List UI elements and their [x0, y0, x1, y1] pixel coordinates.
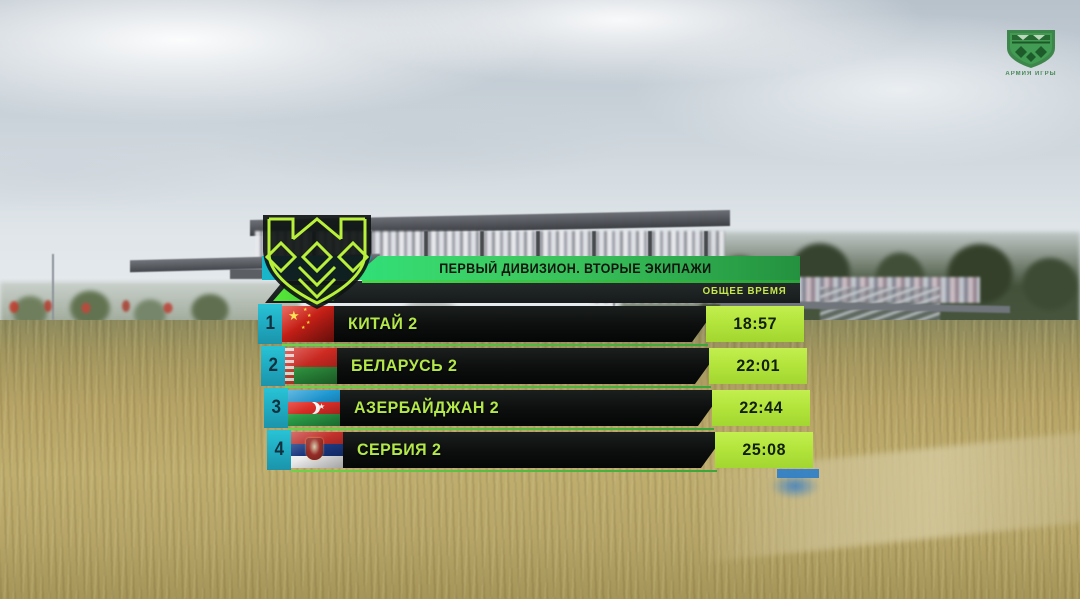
flag-star-small: ★ — [307, 314, 311, 319]
rank-value: 3 — [271, 397, 281, 418]
rank-cell: 4 — [267, 430, 291, 470]
time-value: 18:57 — [733, 314, 777, 333]
header-top-rule — [362, 280, 800, 283]
team-name-cell: КИТАЙ 2 — [334, 306, 718, 342]
column-header-bar: ОБЩЕЕ ВРЕМЯ — [265, 281, 800, 303]
rank-cell: 1 — [258, 304, 282, 344]
team-name: КИТАЙ 2 — [348, 314, 418, 333]
flag-belarus — [285, 348, 337, 384]
row-underline — [291, 470, 717, 472]
team-name: АЗЕРБАЙДЖАН 2 — [354, 398, 500, 417]
flag-star-small: ★ — [306, 321, 310, 326]
light-pole — [52, 254, 54, 320]
spectator-flags — [0, 296, 230, 318]
rank-cell: 3 — [264, 388, 288, 428]
row-underline — [288, 428, 714, 430]
scoreboard-title: ПЕРВЫЙ ДИВИЗИОН. ВТОРЫЕ ЭКИПАЖИ — [438, 260, 712, 276]
flag-serbia — [291, 432, 343, 468]
flag-glare — [288, 390, 340, 426]
scoreboard-title-bar: ПЕРВЫЙ ДИВИЗИОН. ВТОРЫЕ ЭКИПАЖИ — [350, 256, 800, 280]
time-value: 22:01 — [736, 356, 780, 375]
column-header-total-time: ОБЩЕЕ ВРЕМЯ — [702, 285, 787, 297]
tank-biathlon-emblem — [263, 215, 371, 309]
flag-azerbaijan: ★ — [288, 390, 340, 426]
time-value: 22:44 — [739, 398, 783, 417]
flag-china: ★ ★ ★ ★ ★ — [282, 306, 334, 342]
rank-value: 4 — [274, 439, 284, 460]
armygames-shield-icon — [1007, 30, 1055, 68]
flag-star-small: ★ — [303, 308, 307, 313]
flag-star-small: ★ — [301, 326, 305, 331]
rank-cell: 2 — [261, 346, 285, 386]
flag-glare — [282, 306, 334, 342]
team-name: БЕЛАРУСЬ 2 — [351, 356, 458, 375]
time-value: 25:08 — [742, 440, 786, 459]
flag-star-small: ★ — [318, 403, 325, 411]
team-name-cell: СЕРБИЯ 2 — [343, 432, 727, 468]
time-cell: 22:44 — [712, 390, 810, 426]
flag-star-large: ★ — [288, 309, 300, 322]
blue-accent-bar — [777, 469, 819, 478]
time-cell: 25:08 — [715, 432, 813, 468]
flag-ornament — [285, 348, 294, 384]
row-underline — [285, 386, 711, 388]
rank-value: 1 — [265, 313, 275, 334]
row-underline — [282, 344, 708, 346]
flag-glare — [285, 348, 337, 384]
table-row[interactable]: 2 БЕЛАРУСЬ 2 22:01 — [261, 346, 807, 388]
channel-logo: АРМИЯ ИГРЫ — [994, 26, 1068, 82]
time-cell: 18:57 — [706, 306, 804, 342]
scoreboard: ПЕРВЫЙ ДИВИЗИОН. ВТОРЫЕ ЭКИПАЖИ ОБЩЕЕ ВР… — [240, 205, 840, 478]
channel-logo-caption: АРМИЯ ИГРЫ — [1005, 71, 1057, 77]
table-row[interactable]: 4 СЕРБИЯ 2 25:08 — [267, 430, 819, 478]
time-cell: 22:01 — [709, 348, 807, 384]
flag-crest — [306, 438, 323, 460]
table-row[interactable]: 1 ★ ★ ★ ★ ★ КИТАЙ 2 18:57 — [258, 304, 804, 346]
team-name-cell: БЕЛАРУСЬ 2 — [337, 348, 721, 384]
team-name: СЕРБИЯ 2 — [357, 440, 442, 459]
rank-value: 2 — [268, 355, 278, 376]
flag-glare — [291, 432, 343, 468]
table-row[interactable]: 3 ★ АЗЕРБАЙДЖАН 2 22:44 — [264, 388, 810, 430]
team-name-cell: АЗЕРБАЙДЖАН 2 — [340, 390, 724, 426]
